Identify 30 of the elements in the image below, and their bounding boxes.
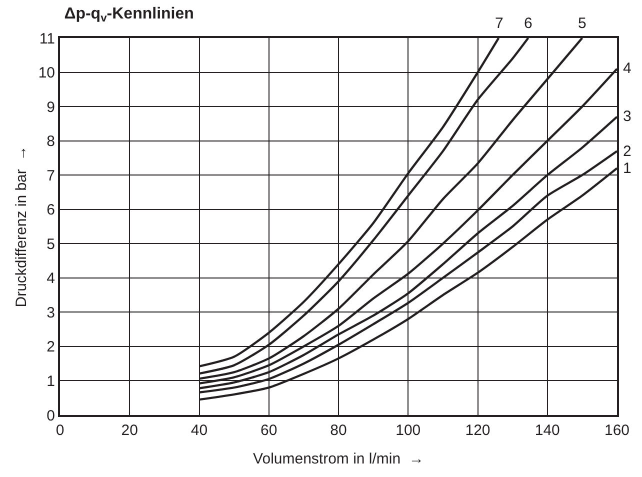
x-tick-label: 80 (330, 422, 347, 439)
series-label: 1 (623, 160, 632, 177)
y-tick-label: 7 (46, 167, 55, 184)
y-tick-label: 11 (39, 30, 55, 48)
y-tick-label: 0 (46, 407, 55, 424)
y-tick-label: 6 (46, 202, 55, 219)
y-tick-label: 4 (46, 270, 55, 288)
x-tick-label: 140 (534, 422, 560, 439)
y-tick-label: 5 (46, 236, 55, 253)
series-label: 3 (623, 108, 632, 125)
y-tick-label: 9 (46, 98, 55, 116)
y-tick-label: 1 (46, 372, 55, 390)
series-label: 4 (623, 60, 632, 77)
x-tick-label: 120 (465, 422, 490, 439)
x-tick-label: 100 (396, 422, 421, 439)
y-tick-label: 8 (46, 133, 55, 150)
y-tick-label: 3 (46, 304, 55, 322)
series-label: 5 (578, 15, 586, 32)
y-tick-label: 10 (38, 64, 55, 82)
series-label: 7 (495, 15, 504, 32)
series-label: 2 (623, 143, 632, 160)
y-axis-title: Druckdifferenz in bar → (13, 146, 30, 308)
x-axis-title: Volumenstrom in l/min → (253, 450, 424, 468)
y-tick-label: 2 (46, 338, 55, 356)
x-tick-label: 60 (260, 422, 278, 439)
chart-title: Δp-q$_{v}$-Kennlinien (64, 5, 194, 25)
series-label: 6 (524, 15, 532, 32)
x-tick-label: 160 (604, 422, 630, 439)
x-tick-label: 40 (190, 422, 208, 439)
x-tick-label: 20 (121, 422, 138, 439)
